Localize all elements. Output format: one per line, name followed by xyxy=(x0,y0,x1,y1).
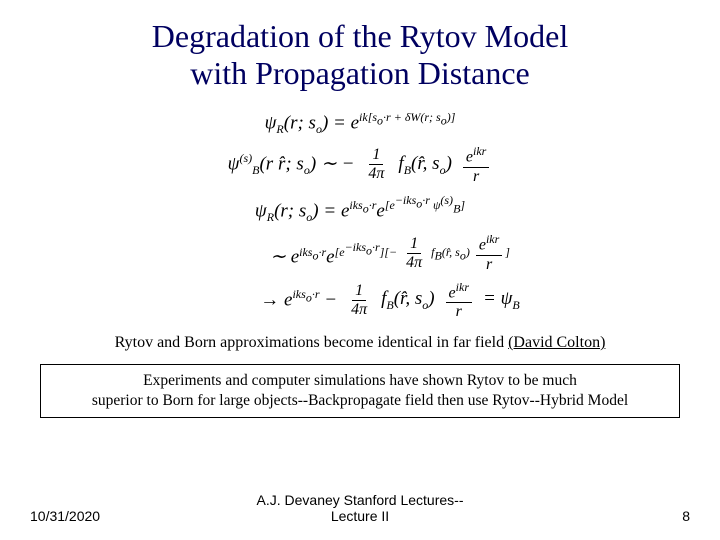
fraction: 14π xyxy=(403,236,425,271)
title-line-1: Degradation of the Rytov Model xyxy=(152,18,568,54)
equation-3: ψR(r; so) = eikso·re[e−ikso·r ψ(s)B] xyxy=(30,193,690,226)
footer-date: 10/31/2020 xyxy=(30,508,140,524)
fraction: eikr r xyxy=(463,145,489,184)
footer: 10/31/2020 A.J. Devaney Stanford Lecture… xyxy=(30,492,690,524)
equation-2: ψ(s)B(r r̂; so) ∼ − 1 4π fB(r̂, so) eikr… xyxy=(30,145,690,184)
footer-center: A.J. Devaney Stanford Lectures-- Lecture… xyxy=(140,492,580,524)
fraction: eikrr xyxy=(446,281,472,320)
fraction: eikrr xyxy=(476,233,502,272)
equation-4: ∼ eikso·re[e−ikso·r][− 14π fB(r̂, so) ei… xyxy=(90,233,690,272)
slide-title: Degradation of the Rytov Model with Prop… xyxy=(30,18,690,92)
equations-block: ψR(r; so) = eik[so·r + δW(r; so)] ψ(s)B(… xyxy=(30,110,690,320)
slide: Degradation of the Rytov Model with Prop… xyxy=(0,0,720,540)
box-line-2: superior to Born for large objects--Back… xyxy=(92,392,628,409)
equation-5: → eikso·r − 14π fB(r̂, so) eikrr = ψB xyxy=(90,281,690,320)
highlight-box: Experiments and computer simulations hav… xyxy=(40,364,680,418)
title-line-2: with Propagation Distance xyxy=(190,55,529,91)
footer-page-number: 8 xyxy=(580,508,690,524)
caption-line: Rytov and Born approximations become ide… xyxy=(30,334,690,352)
fraction: 14π xyxy=(348,283,370,318)
caption-underlined: (David Colton) xyxy=(508,334,605,351)
box-line-1: Experiments and computer simulations hav… xyxy=(143,372,577,389)
equation-1: ψR(r; so) = eik[so·r + δW(r; so)] xyxy=(30,110,690,138)
fraction: 1 4π xyxy=(365,147,387,182)
